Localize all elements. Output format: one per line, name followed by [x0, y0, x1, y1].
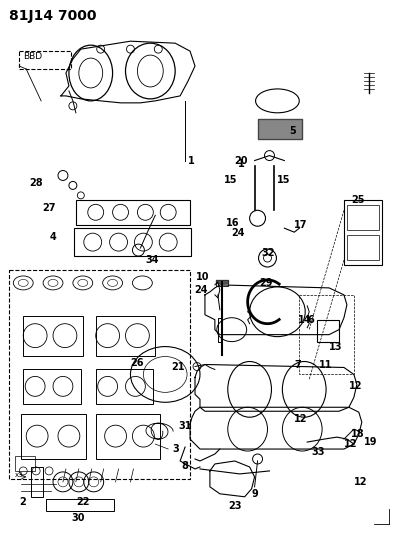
- Text: 13: 13: [329, 342, 343, 352]
- Text: 24: 24: [231, 228, 245, 238]
- Text: 34: 34: [145, 255, 159, 265]
- Text: 14: 14: [298, 315, 311, 325]
- Text: 19: 19: [364, 437, 377, 447]
- Bar: [46, 499, 114, 511]
- Text: 12: 12: [349, 382, 362, 391]
- Text: 1: 1: [188, 156, 195, 166]
- Text: 6: 6: [307, 315, 314, 325]
- Bar: [76, 200, 190, 225]
- Bar: [15, 456, 35, 471]
- Text: 27: 27: [42, 203, 56, 213]
- Text: 15: 15: [277, 175, 291, 185]
- Text: 5: 5: [289, 126, 296, 136]
- Bar: [257, 119, 302, 139]
- Text: 3: 3: [172, 444, 179, 454]
- Text: 1: 1: [238, 158, 244, 168]
- Text: 22: 22: [76, 497, 89, 507]
- Text: 26: 26: [130, 358, 144, 368]
- Text: 15: 15: [224, 175, 238, 185]
- Bar: [74, 228, 191, 256]
- Text: 12: 12: [344, 439, 358, 449]
- Bar: [299, 295, 354, 375]
- Text: 33: 33: [311, 447, 325, 457]
- Text: 81J14 7000: 81J14 7000: [9, 10, 97, 23]
- Text: 28: 28: [29, 179, 43, 189]
- Text: 29: 29: [259, 278, 273, 288]
- Text: 20: 20: [234, 156, 248, 166]
- Text: 4: 4: [49, 232, 56, 242]
- Bar: [31, 467, 43, 497]
- Text: 9: 9: [252, 489, 258, 499]
- Text: 23: 23: [228, 501, 241, 511]
- Text: x3: x3: [15, 472, 24, 478]
- Text: 12: 12: [294, 414, 308, 424]
- Bar: [96, 316, 155, 356]
- Text: 30: 30: [71, 513, 84, 523]
- Bar: [23, 316, 83, 356]
- Bar: [96, 414, 160, 459]
- Text: 18: 18: [351, 429, 365, 439]
- Text: 16: 16: [226, 218, 240, 228]
- Bar: [317, 320, 339, 342]
- Text: 7: 7: [294, 360, 301, 369]
- Text: 31: 31: [178, 421, 192, 431]
- Text: 24: 24: [195, 285, 208, 295]
- Bar: [19, 51, 71, 69]
- Bar: [96, 369, 153, 404]
- Text: 32: 32: [261, 248, 275, 258]
- Text: 21: 21: [172, 361, 185, 372]
- Bar: [23, 369, 81, 404]
- Bar: [9, 270, 190, 479]
- Bar: [21, 414, 86, 459]
- Text: 2: 2: [19, 497, 26, 507]
- Text: 12: 12: [354, 477, 367, 487]
- Bar: [347, 205, 379, 230]
- Bar: [216, 280, 228, 286]
- Text: 17: 17: [294, 220, 308, 230]
- Bar: [344, 200, 382, 265]
- Bar: [347, 235, 379, 260]
- Text: 25: 25: [351, 196, 364, 205]
- Text: BBD: BBD: [23, 52, 42, 61]
- Text: 8: 8: [181, 461, 188, 471]
- Text: 10: 10: [196, 272, 210, 282]
- Text: 11: 11: [319, 360, 332, 369]
